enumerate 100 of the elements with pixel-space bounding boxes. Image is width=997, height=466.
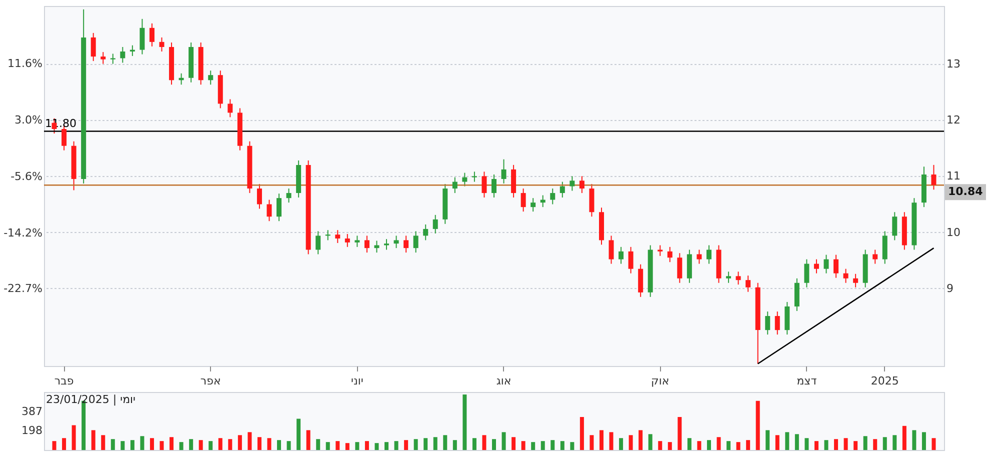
bar — [785, 432, 790, 450]
candlestick — [364, 235, 370, 254]
bar — [472, 438, 476, 450]
bar — [863, 436, 868, 450]
candlestick — [384, 238, 390, 250]
candlestick — [784, 301, 790, 336]
x-tick-label: פבר — [54, 374, 74, 388]
bar — [462, 394, 467, 450]
bar — [521, 441, 526, 450]
candlestick — [882, 230, 888, 264]
bar — [882, 437, 887, 450]
candlestick — [335, 230, 340, 244]
candlestick — [765, 311, 770, 336]
candlestick — [159, 36, 164, 52]
bar — [345, 443, 350, 450]
candlestick — [570, 176, 575, 192]
candlestick — [667, 246, 672, 263]
y2-tick-label: -22.7% — [4, 282, 42, 296]
x-tick-label: יוני — [351, 374, 364, 388]
bar — [560, 441, 564, 450]
candlestick — [266, 199, 272, 222]
bar — [658, 441, 662, 450]
candlestick — [149, 22, 154, 47]
bar — [814, 441, 818, 450]
y2-tick-label: 3.0% — [14, 114, 42, 127]
bar — [540, 441, 545, 450]
bar — [922, 432, 926, 450]
bar — [130, 440, 134, 450]
candlestick — [608, 235, 614, 264]
bar — [570, 442, 574, 450]
candlestick — [843, 268, 848, 284]
x-tick-label: אוג — [496, 374, 512, 388]
bar — [775, 435, 780, 450]
candlestick — [726, 271, 732, 284]
bar — [248, 432, 252, 450]
bar — [824, 440, 828, 450]
bar — [91, 430, 96, 450]
bar — [482, 435, 486, 450]
bar — [384, 442, 389, 450]
bar — [716, 437, 721, 450]
bar — [726, 441, 731, 450]
candlestick — [892, 212, 898, 241]
bar — [150, 438, 154, 450]
y2-tick-label: 11.6% — [8, 57, 42, 70]
bar — [286, 441, 291, 450]
bar — [766, 430, 770, 450]
candlestick — [423, 224, 428, 241]
bar — [531, 442, 536, 450]
candlestick — [286, 188, 292, 204]
candlestick — [834, 254, 839, 278]
bar — [550, 440, 555, 450]
bar — [208, 441, 213, 450]
bar — [198, 440, 203, 450]
bar — [306, 430, 310, 450]
y-tick-label: 13 — [946, 57, 960, 70]
bar — [267, 438, 272, 450]
candlestick — [413, 230, 418, 254]
bar — [854, 441, 858, 450]
bar — [336, 441, 340, 450]
candlestick — [774, 311, 780, 336]
candlestick — [432, 214, 438, 234]
candlestick — [579, 176, 584, 194]
candlestick — [824, 254, 829, 274]
candlestick — [794, 278, 800, 312]
bar — [834, 439, 838, 450]
candlestick — [677, 252, 682, 284]
candlestick — [344, 234, 350, 248]
candlestick — [706, 244, 712, 264]
candlestick — [804, 258, 810, 288]
bar — [512, 437, 516, 450]
candlestick — [100, 52, 106, 64]
bar — [394, 441, 398, 450]
candlestick — [394, 235, 399, 249]
y-tick-label: 198 — [22, 424, 42, 437]
bar — [433, 437, 438, 450]
y-tick-label: 11 — [946, 170, 960, 183]
bar — [794, 434, 799, 450]
bar — [609, 432, 614, 450]
bar — [170, 437, 174, 450]
candlestick — [452, 176, 458, 194]
candlestick — [618, 246, 624, 264]
candlestick — [814, 258, 819, 274]
bar — [580, 416, 584, 450]
candlestick — [482, 171, 487, 198]
bar — [599, 430, 604, 450]
bar — [697, 441, 702, 450]
bar — [424, 438, 428, 450]
candlestick — [511, 164, 516, 198]
bar — [619, 438, 624, 450]
x-tick-label: 2025 — [870, 374, 899, 388]
bar — [316, 439, 320, 450]
candlestick — [208, 70, 214, 86]
candlestick — [404, 235, 409, 254]
bar — [72, 425, 76, 450]
candlestick — [501, 158, 506, 184]
candlestick — [560, 181, 565, 198]
bar — [364, 441, 369, 450]
candlestick — [276, 193, 282, 222]
bar — [912, 430, 916, 450]
bar — [179, 442, 184, 450]
